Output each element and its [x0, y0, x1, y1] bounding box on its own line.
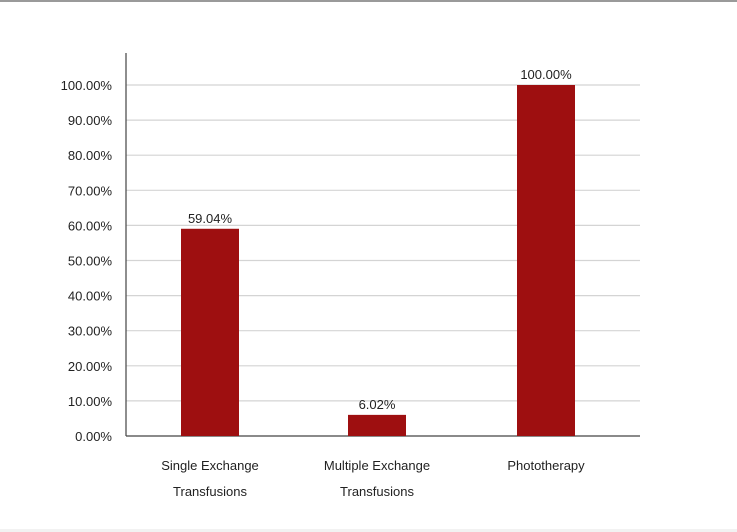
y-tick-label: 0.00% [75, 429, 112, 444]
x-category-label: Single Exchange [161, 458, 259, 473]
x-category-label: Phototherapy [507, 458, 585, 473]
data-label: 100.00% [520, 67, 572, 82]
bar [517, 85, 575, 436]
y-tick-label: 90.00% [68, 113, 113, 128]
y-tick-label: 60.00% [68, 218, 113, 233]
bar [348, 414, 406, 436]
y-tick-label: 70.00% [68, 183, 113, 198]
window-top-border [0, 0, 737, 2]
y-tick-label: 50.00% [68, 254, 113, 269]
data-label: 59.04% [188, 211, 233, 226]
y-tick-label: 30.00% [68, 324, 113, 339]
bar [181, 228, 239, 436]
x-category-label: Multiple Exchange [324, 458, 430, 473]
data-label: 6.02% [359, 397, 396, 412]
y-tick-label: 20.00% [68, 359, 113, 374]
x-category-label: Transfusions [340, 484, 414, 499]
y-tick-label: 10.00% [68, 394, 113, 409]
x-category-label: Transfusions [173, 484, 247, 499]
y-tick-label: 40.00% [68, 289, 113, 304]
y-tick-label: 80.00% [68, 148, 113, 163]
window-bottom-band [0, 529, 737, 532]
y-tick-label: 100.00% [61, 78, 113, 93]
